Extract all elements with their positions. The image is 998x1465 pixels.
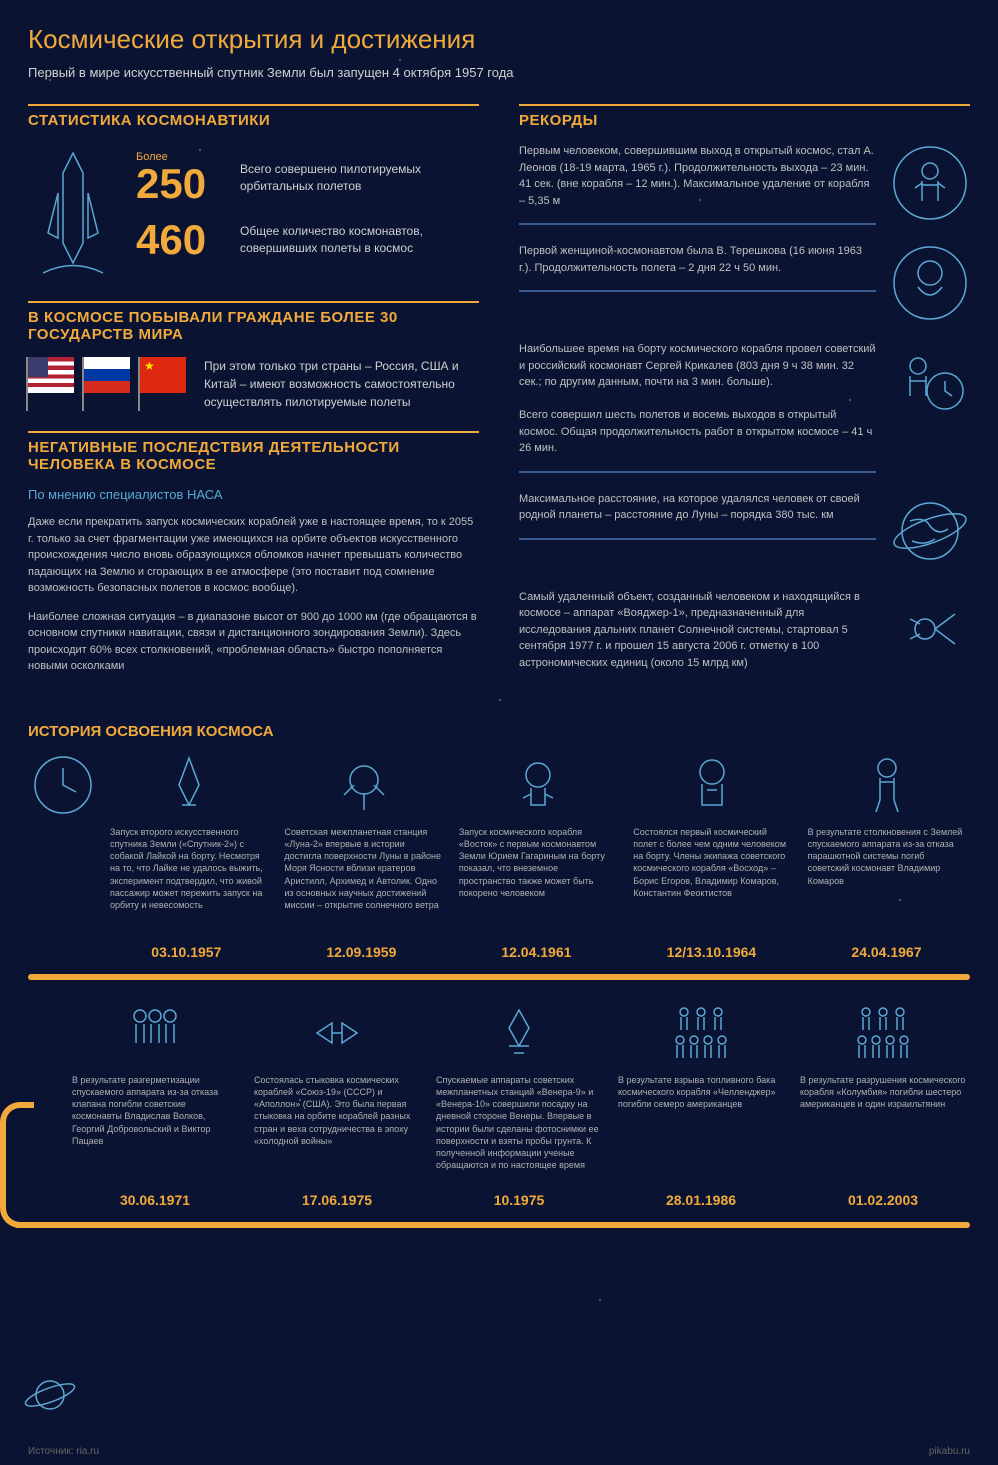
record-text-2: Наибольшее время на борту космического к… [519,341,876,473]
earth-icon [890,491,970,571]
timeline-date-7: 10.1975 [432,1192,606,1208]
cosmonaut-icon [852,750,922,820]
stats-heading: СТАТИСТИКА КОСМОНАВТИКИ [28,104,479,129]
timeline-text-5: В результате разгерметизации спускаемого… [68,1074,242,1184]
timeline-text-8: В результате взрыва топливного бака косм… [614,1074,788,1184]
negative-p2: Наиболее сложная ситуация – в диапазоне … [28,609,479,675]
negative-heading: НЕГАТИВНЫЕ ПОСЛЕДСТВИЯ ДЕЯТЕЛЬНОСТИ ЧЕЛО… [28,431,479,473]
timeline-text-9: В результате разрушения космического кор… [796,1074,970,1184]
footer-site: pikabu.ru [929,1446,970,1457]
flags-group [28,357,186,393]
timeline-date-2: 12.04.1961 [453,944,620,960]
timeline-text-2: Запуск космического корабля «Восток» с п… [455,826,621,936]
timeline-text-0: Запуск второго искусственного спутника З… [106,826,272,936]
timeline-date-0: 03.10.1957 [103,944,270,960]
crew7b-icon [848,998,918,1068]
history-section: ИСТОРИЯ ОСВОЕНИЯ КОСМОСА Запуск второго … [28,723,970,1228]
stat-number-1: 460 [136,219,226,261]
timeline-date-6: 17.06.1975 [250,1192,424,1208]
countries-desc: При этом только три страны – Россия, США… [204,357,479,411]
crew7-icon [666,998,736,1068]
stat-number-0: 250 [136,163,226,205]
countries-heading: В КОСМОСЕ ПОБЫВАЛИ ГРАЖДАНЕ БОЛЕЕ 30 ГОС… [28,301,479,343]
timeline-text-3: Состоялся первый космический полет с бол… [629,826,795,936]
footer-source: Источник: ria.ru [28,1446,99,1457]
negative-sub: По мнению специалистов НАСА [28,487,479,502]
record-text-0: Первым человеком, совершившим выход в от… [519,143,876,225]
timeline-text-6: Состоялась стыковка космических кораблей… [250,1074,424,1184]
records-heading: РЕКОРДЫ [519,104,970,129]
timeline-date-3: 12/13.10.1964 [628,944,795,960]
stat-desc-1: Общее количество космонавтов, совершивши… [240,223,479,257]
crew3-icon [120,998,190,1068]
voskhod-icon [677,750,747,820]
page-subtitle: Первый в мире искусственный спутник Земл… [28,65,970,80]
sputnik2-icon [154,750,224,820]
record-text-1: Первой женщиной-космонавтом была В. Тере… [519,243,876,292]
negative-p1: Даже если прекратить запуск космических … [28,514,479,597]
venera-icon [484,998,554,1068]
vostok-icon [503,750,573,820]
timeline-date-8: 28.01.1986 [614,1192,788,1208]
soyuz-apollo-icon [302,998,372,1068]
flag-china-icon [140,357,186,393]
timeline-date-5: 30.06.1971 [68,1192,242,1208]
record-text-4: Самый удаленный объект, созданный челове… [519,589,876,686]
shuttle-icon [28,143,118,283]
left-column: СТАТИСТИКА КОСМОНАВТИКИ Более 250 Всего … [28,104,479,703]
right-column: РЕКОРДЫ Первым человеком, совершившим вы… [519,104,970,703]
timeline-text-7: Спускаемые аппараты советских межпланетн… [432,1074,606,1184]
saturn-icon [20,1365,80,1425]
history-heading: ИСТОРИЯ ОСВОЕНИЯ КОСМОСА [28,723,970,740]
page-title: Космические открытия и достижения [28,24,970,55]
timeline-row-1: Запуск второго искусственного спутника З… [28,750,970,936]
timeline-date-9: 01.02.2003 [796,1192,970,1208]
timeline-date-4: 24.04.1967 [803,944,970,960]
record-text-3: Максимальное расстояние, на которое удал… [519,491,876,540]
female-cosmonaut-icon [890,243,970,323]
voyager-icon [890,589,970,669]
timeline-text-4: В результате столкновения с Землей спуск… [804,826,970,936]
luna2-icon [329,750,399,820]
timeline-row-2: В результате разгерметизации спускаемого… [28,998,970,1184]
timeline-date-1: 12.09.1959 [278,944,445,960]
clock-icon [28,750,98,820]
timeline-text-1: Советская межпланетная станция «Луна-2» … [280,826,446,936]
cosmonaut-clock-icon [890,341,970,421]
timeline-bar-2 [14,1222,970,1228]
timeline-bar-1 [28,974,970,980]
spacewalk-icon [890,143,970,223]
stat-desc-0: Всего совершено пилотируемых орбитальных… [240,161,479,195]
flag-russia-icon [84,357,130,393]
flag-usa-icon [28,357,74,393]
